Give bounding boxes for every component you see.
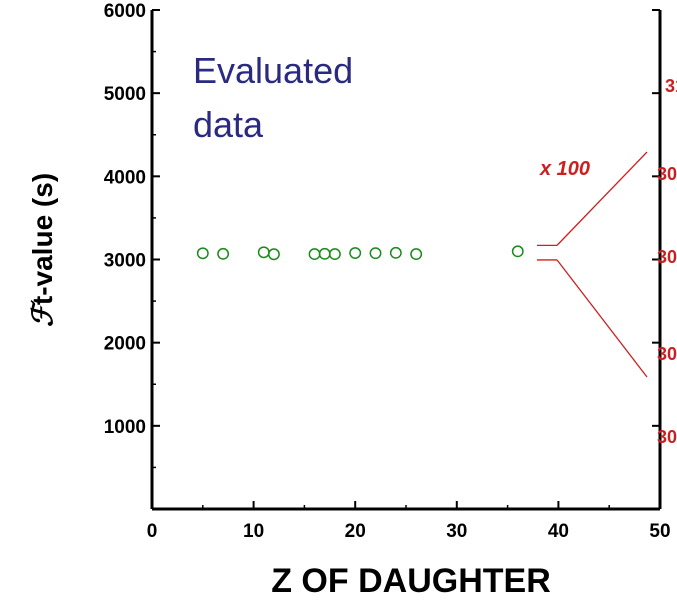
svg-text:ℱt-value (s): ℱt-value (s) (26, 173, 59, 327)
annotation-line-2: data (193, 104, 264, 145)
data-point (511, 245, 524, 258)
data-point (196, 247, 209, 260)
axis-ticks: 1000 2000 3000 4000 5000 6000 0 10 20 30 40 50 (104, 1, 671, 542)
y-axis-title: ℱt-value (s) (26, 173, 59, 327)
x-tick-label: 40 (548, 521, 569, 542)
zoom-label: x 100 (539, 158, 590, 180)
y-tick-label: 3000 (104, 251, 146, 272)
zoom-line-upper (556, 151, 648, 246)
x-tick-label: 30 (446, 521, 467, 542)
data-point (328, 248, 341, 261)
data-point (257, 246, 270, 259)
y-tick-label: 6000 (104, 1, 146, 22)
y-axis-label: t-value (s) (27, 173, 58, 305)
y-tick-label: 5000 (104, 84, 146, 105)
y-tick-label: 1000 (104, 417, 146, 438)
inset-tick-label: 30 (657, 247, 677, 267)
inset-tick-label: 30 (657, 164, 677, 184)
zoom-inset: 31 30 30 30 30 (537, 76, 677, 447)
y-tick-label: 2000 (104, 334, 146, 355)
x-tick-label: 50 (649, 521, 670, 542)
data-points (196, 245, 524, 261)
data-point (217, 247, 230, 260)
y-tick-label: 4000 (104, 167, 146, 188)
x-axis-title: Z OF DAUGHTER (271, 562, 551, 600)
data-point (349, 247, 362, 259)
x-tick-label: 0 (147, 521, 158, 542)
inset-tick-label: 31 (665, 76, 677, 96)
x-tick-label: 10 (243, 521, 264, 542)
data-point (410, 248, 423, 261)
annotation-line-1: Evaluated (193, 50, 353, 91)
data-point (308, 248, 321, 261)
inset-tick-label: 30 (657, 344, 677, 364)
data-point (389, 246, 402, 259)
data-point (318, 247, 331, 260)
zoom-line-lower (556, 259, 648, 378)
data-point (267, 248, 280, 261)
inset-tick-label: 30 (657, 427, 677, 447)
data-point (369, 247, 382, 260)
x-tick-label: 20 (345, 521, 366, 542)
